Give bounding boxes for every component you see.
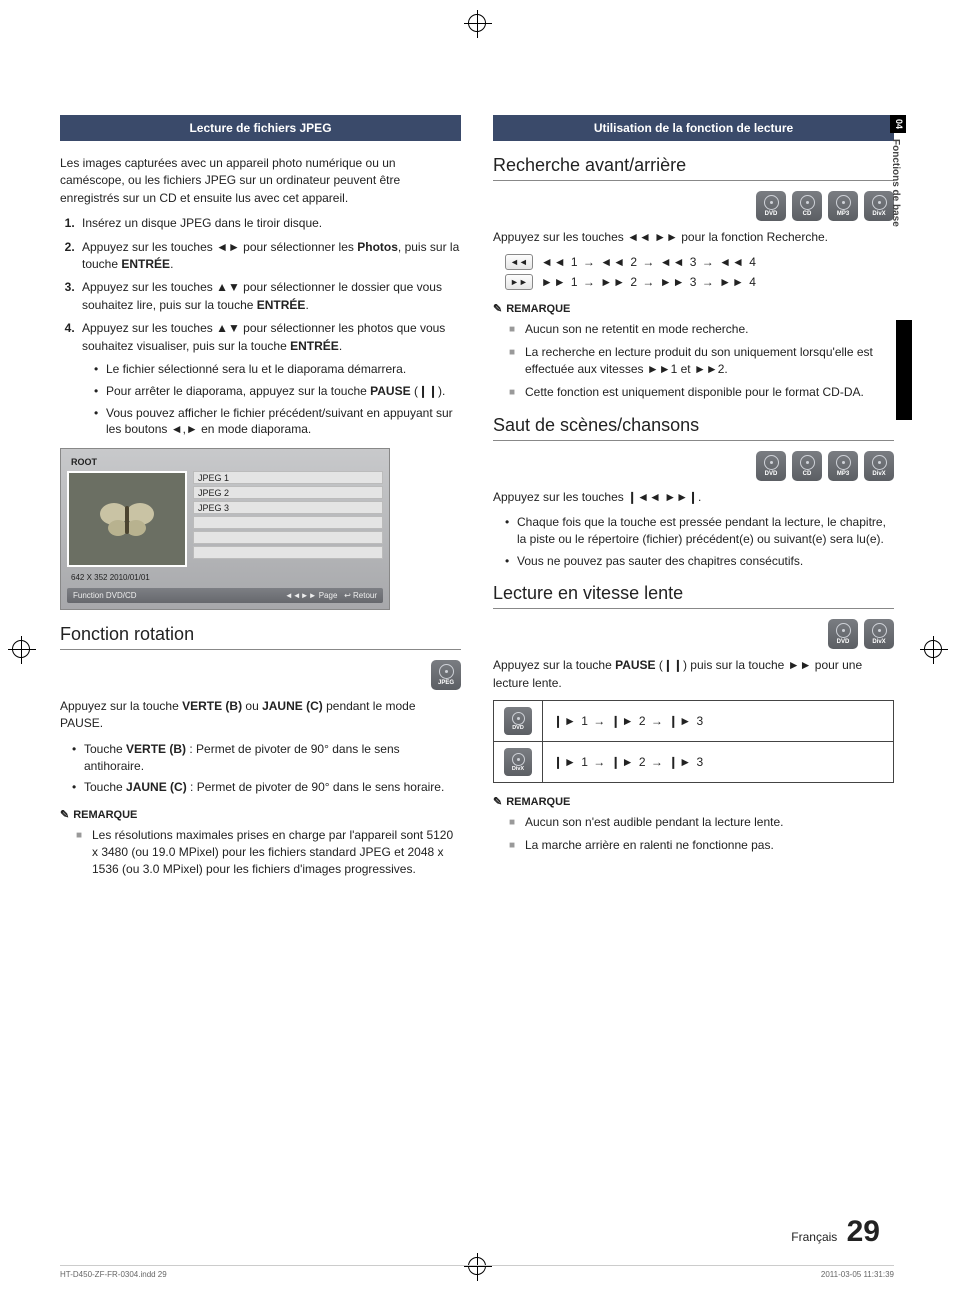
shot-root: ROOT [71, 457, 379, 467]
disc-icon-cd: CD [792, 191, 822, 221]
note-icon: ✎ [60, 809, 69, 821]
crop-mark-icon [12, 640, 30, 658]
steps-list: Insérez un disque JPEG dans le tiroir di… [78, 215, 461, 438]
disc-icon-dvd: DVD [828, 619, 858, 649]
print-timestamp: 2011-03-05 11:31:39 [821, 1270, 894, 1279]
note-icon: ✎ [493, 796, 502, 808]
note-icon: ✎ [493, 303, 502, 315]
remark-heading: ✎REMARQUE [60, 808, 461, 821]
butterfly-icon [92, 494, 162, 544]
seek-line-1: ◄◄ 1 → ◄◄ 2 → ◄◄ 3 → ◄◄ 4 [541, 255, 757, 269]
list-item [193, 531, 383, 544]
left-column: Lecture de fichiers JPEG Les images capt… [60, 115, 461, 884]
search-title: Recherche avant/arrière [493, 155, 894, 181]
disc-icon-mp3: MP3 [828, 451, 858, 481]
slow-table: DVD ❙► 1 → ❙► 2 → ❙► 3 DivX ❙► 1 → ❙► 2 … [493, 700, 894, 783]
footer-lang: Français [791, 1230, 837, 1244]
shot-thumbnail [67, 471, 187, 567]
shot-return: ↩ Retour [344, 591, 377, 600]
section-bar-playback: Utilisation de la fonction de lecture [493, 115, 894, 141]
remark-heading: ✎REMARQUE [493, 795, 894, 808]
substep-2: Pour arrêter le diaporama, appuyez sur l… [94, 383, 461, 400]
list-item: JPEG 3 [193, 501, 383, 514]
rotation-text: Appuyez sur la touche VERTE (B) ou JAUNE… [60, 698, 461, 733]
side-tab: 04 Fonctions de base [890, 115, 912, 295]
search-note-1: Aucun son ne retentit en mode recherche. [509, 321, 894, 338]
disc-icon-dvd: DVD [756, 451, 786, 481]
step-4: Appuyez sur les touches ▲▼ pour sélectio… [78, 320, 461, 438]
print-file: HT-D450-ZF-FR-0304.indd 29 [60, 1270, 167, 1279]
shot-file-list: JPEG 1 JPEG 2 JPEG 3 [193, 471, 383, 584]
search-note-3: Cette fonction est uniquement disponible… [509, 384, 894, 401]
rot-note-1: Les résolutions maximales prises en char… [76, 827, 461, 877]
step-2: Appuyez sur les touches ◄► pour sélectio… [78, 239, 461, 274]
crop-mark-icon [468, 14, 486, 32]
section-bar-jpeg: Lecture de fichiers JPEG [60, 115, 461, 141]
footer-page-number: 29 [847, 1215, 880, 1248]
seek-sequence: ◄◄ ◄◄ 1 → ◄◄ 2 → ◄◄ 3 → ◄◄ 4 ►► ►► 1 → ►► … [505, 254, 894, 290]
skip-text: Appuyez sur les touches ❙◄◄ ►►❙. [493, 489, 894, 506]
skip-title: Saut de scènes/chansons [493, 415, 894, 441]
print-footer: HT-D450-ZF-FR-0304.indd 29 2011-03-05 11… [60, 1265, 894, 1279]
slow-note-1: Aucun son n'est audible pendant la lectu… [509, 814, 894, 831]
rewind-key-icon: ◄◄ [505, 254, 533, 270]
step-3: Appuyez sur les touches ▲▼ pour sélectio… [78, 279, 461, 314]
slow-row-2: ❙► 1 → ❙► 2 → ❙► 3 [543, 742, 894, 783]
intro-text: Les images capturées avec un appareil ph… [60, 155, 461, 207]
forward-key-icon: ►► [505, 274, 533, 290]
slow-title: Lecture en vitesse lente [493, 583, 894, 609]
remark-heading: ✎REMARQUE [493, 302, 894, 315]
disc-icon-divx: DivX [864, 451, 894, 481]
chapter-number: 04 [890, 115, 906, 133]
side-black-bar [896, 320, 912, 420]
disc-icon-mp3: MP3 [828, 191, 858, 221]
disc-icon-cd: CD [792, 451, 822, 481]
rot-bullet-2: Touche JAUNE (C) : Permet de pivoter de … [72, 779, 461, 796]
shot-status-bar: Function DVD/CD ◄◄►► Page ↩ Retour [67, 588, 383, 603]
substep-1: Le fichier sélectionné sera lu et le dia… [94, 361, 461, 378]
skip-bullet-1: Chaque fois que la touche est pressée pe… [505, 514, 894, 548]
list-item [193, 516, 383, 529]
seek-line-2: ►► 1 → ►► 2 → ►► 3 → ►► 4 [541, 275, 757, 289]
list-item [193, 546, 383, 559]
chapter-label: Fonctions de base [890, 133, 901, 227]
slow-row-1: ❙► 1 → ❙► 2 → ❙► 3 [543, 701, 894, 742]
skip-bullet-2: Vous ne pouvez pas sauter des chapitres … [505, 553, 894, 570]
right-column: Utilisation de la fonction de lecture Re… [493, 115, 894, 884]
search-note-2: La recherche en lecture produit du son u… [509, 344, 894, 378]
step-1: Insérez un disque JPEG dans le tiroir di… [78, 215, 461, 232]
crop-mark-icon [924, 640, 942, 658]
disc-icon-jpeg: JPEG [431, 660, 461, 690]
shot-meta: 642 X 352 2010/01/01 [71, 573, 183, 582]
rotation-title: Fonction rotation [60, 624, 461, 650]
substep-3: Vous pouvez afficher le fichier précéden… [94, 405, 461, 439]
disc-icon-dvd: DVD [504, 707, 532, 735]
shot-page: ◄◄►► Page [285, 591, 338, 600]
page-footer: Français 29 [791, 1215, 880, 1249]
list-item: JPEG 2 [193, 486, 383, 499]
slow-note-2: La marche arrière en ralenti ne fonction… [509, 837, 894, 854]
rot-bullet-1: Touche VERTE (B) : Permet de pivoter de … [72, 741, 461, 775]
search-text: Appuyez sur les touches ◄◄ ►► pour la fo… [493, 229, 894, 246]
disc-icon-divx: DivX [864, 619, 894, 649]
disc-icon-divx: DivX [504, 748, 532, 776]
list-item: JPEG 1 [193, 471, 383, 484]
disc-icon-dvd: DVD [756, 191, 786, 221]
ui-screenshot: ROOT 642 X 352 2010/01/01 [60, 448, 390, 610]
slow-text: Appuyez sur la touche PAUSE (❙❙) puis su… [493, 657, 894, 692]
shot-function: Function DVD/CD [73, 591, 137, 600]
